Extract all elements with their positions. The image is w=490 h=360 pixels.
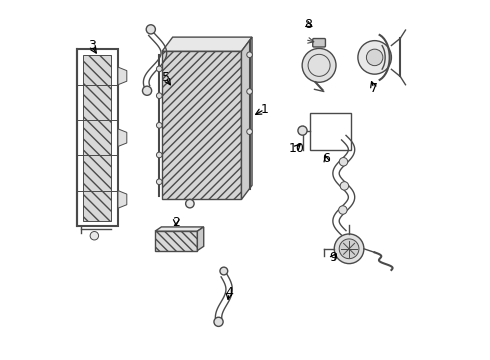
- Text: 2: 2: [172, 216, 180, 229]
- Text: 7: 7: [370, 82, 378, 95]
- Bar: [310, 113, 351, 150]
- Polygon shape: [155, 231, 197, 251]
- Circle shape: [302, 48, 336, 82]
- Polygon shape: [242, 37, 252, 199]
- Polygon shape: [83, 55, 111, 221]
- Circle shape: [214, 317, 223, 327]
- Circle shape: [90, 231, 98, 240]
- Circle shape: [334, 234, 364, 264]
- Text: 9: 9: [329, 251, 337, 264]
- Circle shape: [247, 89, 252, 94]
- Polygon shape: [118, 190, 127, 208]
- Polygon shape: [118, 129, 127, 147]
- Text: 1: 1: [261, 103, 269, 116]
- Circle shape: [220, 267, 228, 275]
- Text: 6: 6: [322, 152, 330, 165]
- Polygon shape: [118, 67, 127, 85]
- Circle shape: [247, 52, 252, 58]
- Text: 10: 10: [288, 142, 304, 155]
- Circle shape: [298, 126, 307, 135]
- Circle shape: [156, 179, 162, 185]
- Circle shape: [156, 122, 162, 128]
- Circle shape: [186, 199, 194, 208]
- Text: 8: 8: [304, 18, 313, 31]
- Circle shape: [156, 66, 162, 72]
- Text: 3: 3: [88, 40, 96, 53]
- Circle shape: [339, 206, 347, 214]
- Polygon shape: [197, 227, 204, 251]
- Polygon shape: [162, 51, 242, 199]
- Polygon shape: [155, 227, 204, 231]
- Circle shape: [156, 152, 162, 158]
- Circle shape: [143, 86, 151, 95]
- Text: 5: 5: [162, 71, 170, 84]
- Circle shape: [156, 93, 162, 99]
- Polygon shape: [162, 37, 252, 51]
- Circle shape: [146, 25, 155, 34]
- Circle shape: [339, 239, 359, 259]
- Text: 4: 4: [225, 287, 233, 300]
- Circle shape: [367, 49, 383, 66]
- Circle shape: [247, 129, 252, 135]
- FancyBboxPatch shape: [313, 39, 325, 47]
- Circle shape: [340, 182, 348, 190]
- Circle shape: [339, 158, 348, 166]
- Circle shape: [358, 41, 392, 74]
